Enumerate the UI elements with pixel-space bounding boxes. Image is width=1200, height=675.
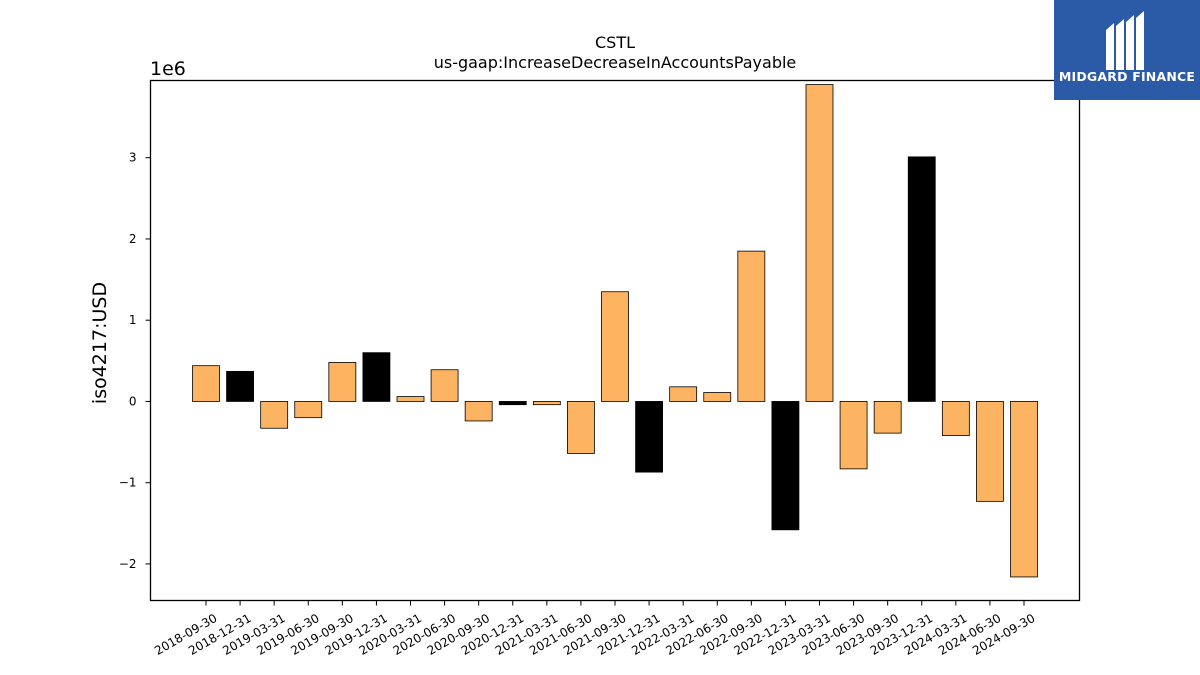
y-scale-label: 1e6 xyxy=(150,58,186,80)
y-tick-label: 2 xyxy=(129,232,137,246)
brand-logo: MIDGARD FINANCE xyxy=(1054,0,1200,100)
bar xyxy=(669,386,698,402)
y-ticks-group: −2 −1 0 1 2 3 xyxy=(119,151,151,571)
bar xyxy=(873,401,902,434)
y-axis-label: iso4217:USD xyxy=(89,282,111,404)
y-tick-label: −2 xyxy=(119,557,137,571)
bar xyxy=(601,291,629,402)
bar xyxy=(737,250,766,402)
bar xyxy=(567,401,595,454)
bar xyxy=(294,401,323,419)
x-ticks-group: 2018-09-302018-12-312019-03-312019-06-30… xyxy=(152,600,1038,658)
bar xyxy=(532,401,561,406)
bar xyxy=(771,401,800,531)
bar xyxy=(464,401,493,422)
bars-group xyxy=(192,84,1038,578)
bar xyxy=(260,401,289,429)
chart-title: CSTL xyxy=(595,33,635,52)
bar xyxy=(635,401,663,473)
y-tick-label: 1 xyxy=(129,313,137,327)
bar xyxy=(498,401,527,406)
bar xyxy=(430,369,459,402)
bar xyxy=(976,401,1004,502)
plot-frame xyxy=(149,79,1081,602)
bar xyxy=(703,392,732,402)
bar xyxy=(396,396,425,402)
brand-mark-icon xyxy=(1106,11,1144,70)
y-tick-label: 0 xyxy=(129,394,137,408)
chart-subtitle: us-gaap:IncreaseDecreaseInAccountsPayabl… xyxy=(434,53,797,72)
y-tick-label: 3 xyxy=(129,151,137,165)
brand-name: MIDGARD FINANCE xyxy=(1058,69,1196,84)
bar xyxy=(907,156,936,402)
bar xyxy=(1010,401,1038,578)
bar xyxy=(805,84,834,402)
bar xyxy=(839,401,868,470)
bar xyxy=(362,352,391,402)
bar xyxy=(941,401,970,436)
bar xyxy=(192,365,220,402)
y-tick-label: −1 xyxy=(119,476,137,490)
bar xyxy=(328,362,357,402)
bar xyxy=(226,370,254,402)
